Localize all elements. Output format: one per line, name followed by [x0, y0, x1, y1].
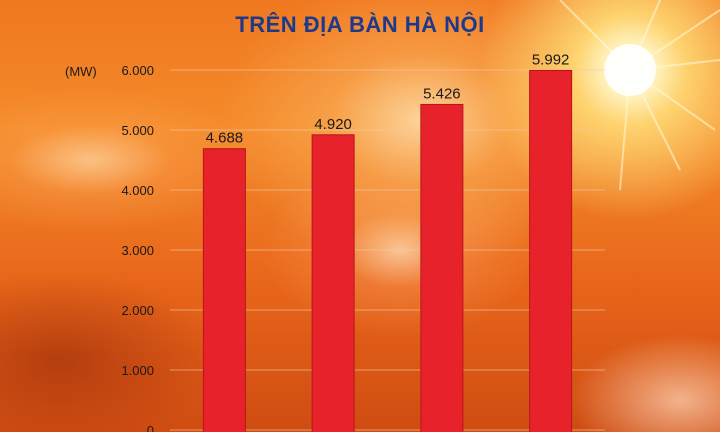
y-tick-label: 0	[147, 423, 154, 432]
y-tick-label: 2.000	[121, 303, 154, 318]
chart-title: TRÊN ĐỊA BÀN HÀ NỘI	[235, 12, 485, 37]
bar	[420, 103, 464, 432]
bar-value-label: 5.426	[423, 85, 461, 102]
y-tick-label: 1.000	[121, 363, 154, 378]
bar	[202, 148, 246, 432]
bar-value-label: 4.688	[206, 130, 244, 147]
bar-value-label: 5.992	[532, 51, 570, 68]
bar	[311, 134, 355, 432]
sun-icon	[604, 44, 656, 96]
y-tick-label: 6.000	[121, 63, 154, 78]
y-tick-label: 3.000	[121, 243, 154, 258]
y-tick-label: 4.000	[121, 183, 154, 198]
y-tick-label: 5.000	[121, 123, 154, 138]
y-axis-unit-label: (MW)	[65, 64, 97, 79]
bar	[529, 69, 573, 432]
bar-value-label: 4.920	[314, 116, 352, 133]
